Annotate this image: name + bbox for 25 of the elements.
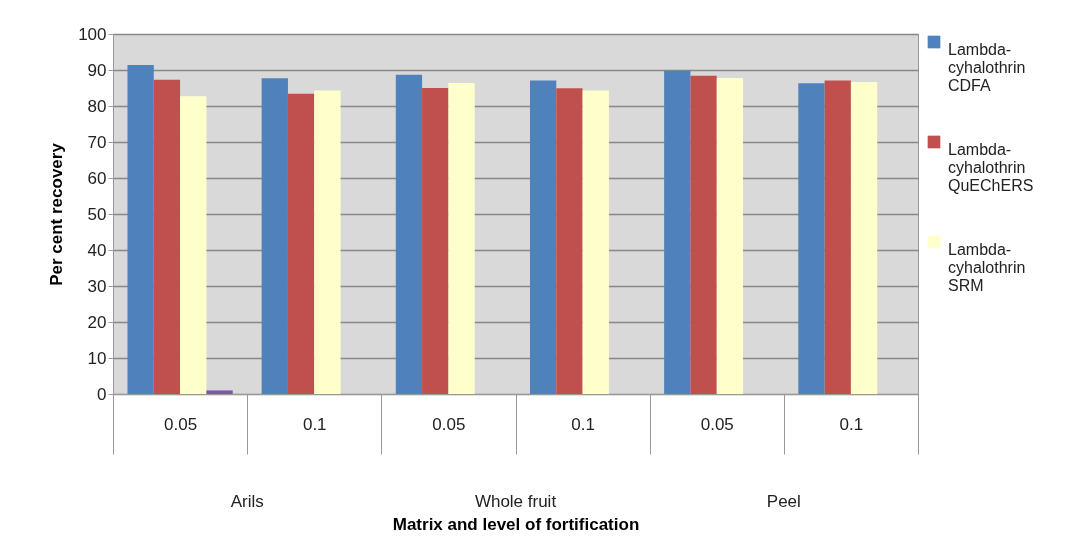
y-tick-label: 0: [97, 384, 107, 404]
legend-label: Lambda-cyhalothrin QuEChERS: [948, 141, 1034, 194]
legend-label: Lambda-cyhalothrin CDFA: [948, 41, 1026, 94]
legend-label: Lambda-cyhalothrin SRM: [948, 241, 1026, 294]
x-tick-label: 0.05: [164, 414, 198, 434]
y-tick-label: 60: [87, 168, 107, 188]
y-tick-label: 70: [87, 132, 107, 152]
x-tick-label: 0.1: [302, 414, 327, 434]
text: Arils: [230, 492, 264, 511]
x-tick-label: 0.05: [432, 414, 466, 434]
x-tick-label: 0.1: [571, 414, 595, 434]
y-tick-label: 90: [87, 60, 107, 80]
x-tick-label: 0.05: [700, 414, 734, 434]
x-axis-title: Matrix and level of fortification: [392, 515, 640, 534]
y-tick-label: 100: [78, 24, 107, 44]
y-tick-label: 50: [87, 204, 107, 224]
y-axis-title: Per cent recovery: [47, 142, 67, 286]
x-tick-label: 0.1: [839, 414, 864, 434]
y-tick-label: 30: [87, 276, 107, 296]
y-tick-label: 40: [87, 240, 107, 260]
text: Peel: [766, 492, 801, 511]
y-tick-label: 10: [87, 348, 107, 368]
y-tick-label: 80: [87, 96, 107, 116]
y-tick-label: 20: [87, 312, 107, 332]
text: Whole fruit: [474, 492, 557, 511]
